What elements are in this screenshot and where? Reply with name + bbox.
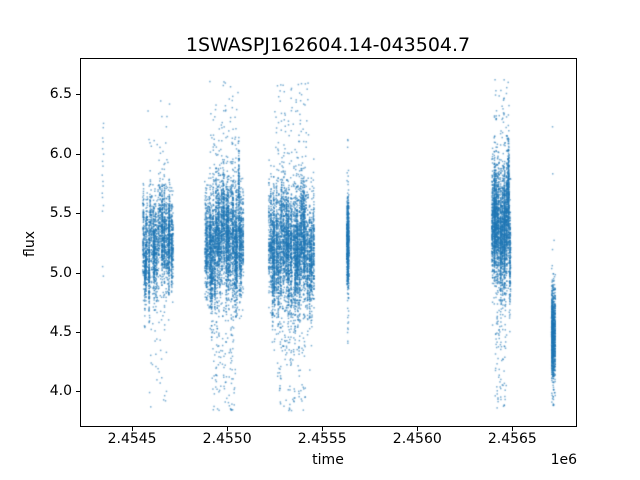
- y-tick-mark: [76, 272, 80, 274]
- y-tick-label: 5.5: [49, 205, 72, 222]
- x-tick-mark: [417, 427, 419, 431]
- y-tick-mark: [76, 391, 80, 393]
- x-tick-label: 2.4565: [487, 431, 537, 447]
- y-tick-mark: [76, 94, 80, 96]
- y-tick-label: 6.5: [49, 86, 72, 103]
- x-tick-label: 2.4545: [107, 431, 157, 447]
- y-tick-mark: [76, 213, 80, 215]
- y-tick-label: 6.0: [49, 145, 72, 162]
- y-tick-label: 5.0: [49, 264, 72, 281]
- x-axis-label: time: [312, 452, 344, 468]
- y-tick-mark: [76, 331, 80, 333]
- y-tick-mark: [76, 153, 80, 155]
- x-tick-label: 2.4550: [202, 431, 252, 447]
- x-tick-mark: [227, 427, 229, 431]
- x-tick-mark: [322, 427, 324, 431]
- y-tick-label: 4.5: [49, 323, 72, 340]
- scatter-canvas: [80, 58, 577, 427]
- x-tick-mark: [512, 427, 514, 431]
- x-tick-label: 2.4560: [392, 431, 442, 447]
- x-tick-label: 2.4555: [297, 431, 347, 447]
- x-tick-mark: [132, 427, 134, 431]
- chart-title: 1SWASPJ162604.14-043504.7: [185, 34, 471, 56]
- y-tick-label: 4.0: [49, 383, 72, 400]
- y-axis-label: flux: [22, 231, 38, 257]
- x-axis-offset-text: 1e6: [550, 452, 577, 468]
